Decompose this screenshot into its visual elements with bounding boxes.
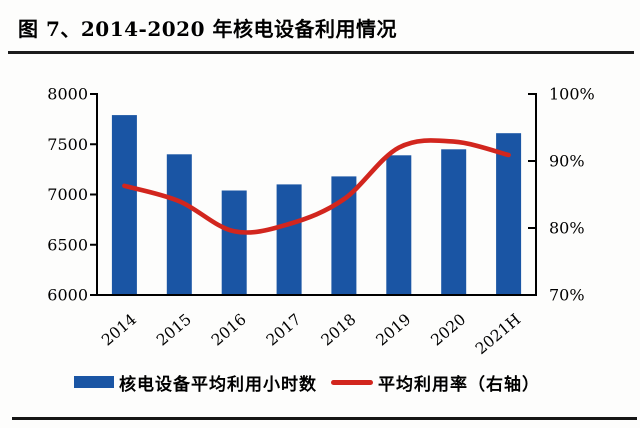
x-axis-label-2017: 2017 [263,310,305,349]
x-axis-label-2019: 2019 [373,310,415,349]
x-axis-label-2021H: 2021H [472,310,524,358]
left-axis-tick-label: 6000 [47,286,88,305]
right-axis-tick-label: 90% [549,152,585,171]
utilization-rate-line [122,138,511,235]
left-axis-tick-label: 6500 [47,235,88,254]
x-axis-label-2015: 2015 [153,310,195,349]
left-axis-tick-label: 7000 [47,185,88,204]
bar-2014 [111,115,137,295]
bar-2020 [441,149,467,295]
right-axis-tick-label: 80% [549,219,585,238]
left-axis-tick-label: 8000 [47,85,88,104]
legend-line-swatch [331,379,373,385]
right-axis-tick-label: 70% [549,286,585,305]
title-underline [8,51,634,54]
x-axis-label-2018: 2018 [318,310,360,349]
page-bottom-rule [12,417,637,420]
left-axis-tick-label: 7500 [47,135,88,154]
legend-bar-swatch [74,376,114,388]
x-axis-label-2016: 2016 [208,310,250,349]
chart-legend: 核电设备平均利用小时数 平均利用率（右轴） [0,369,614,395]
bar-2021H [496,133,522,295]
bar-2018 [331,176,357,295]
legend-line-label: 平均利用率（右轴） [378,374,540,395]
right-axis-tick-label: 100% [549,85,595,104]
x-axis-label-2014: 2014 [98,310,140,349]
bar-2019 [386,155,412,295]
bar-2015 [166,154,192,295]
bar-2017 [276,184,302,295]
bar-2016 [221,190,247,295]
figure-title: 图 7、2014-2020 年核电设备利用情况 [18,17,397,41]
x-axis-label-2020: 2020 [427,310,469,349]
legend-bar-label: 核电设备平均利用小时数 [119,374,317,395]
